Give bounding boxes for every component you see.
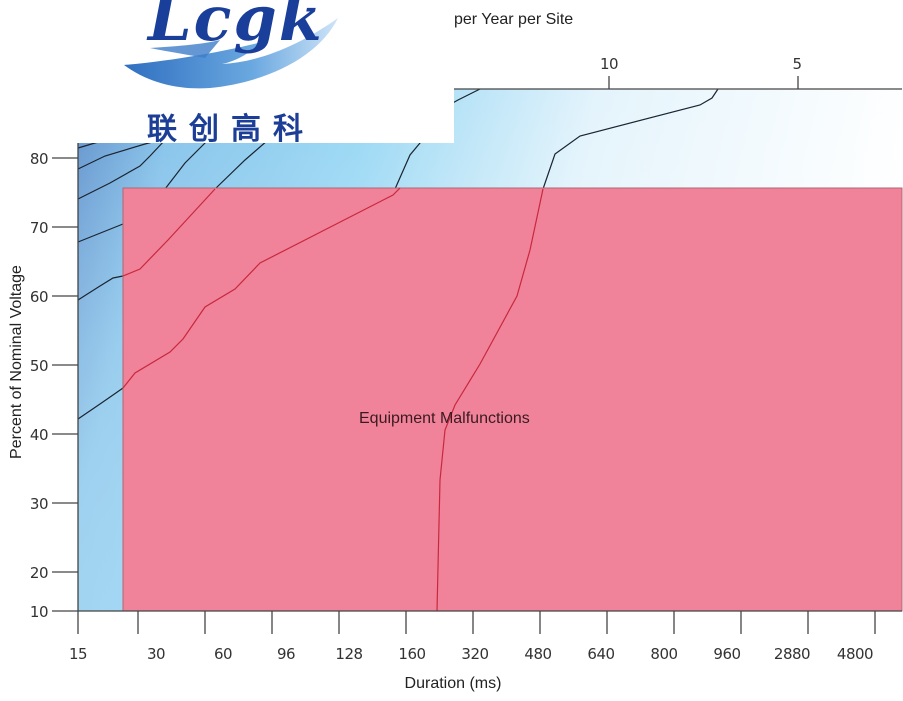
- svg-text:5: 5: [792, 55, 801, 73]
- svg-text:640: 640: [587, 645, 614, 663]
- company-logo: Lcgk 联创高科: [0, 0, 454, 147]
- top-axis-labels: 10 5: [600, 55, 802, 73]
- svg-text:160: 160: [398, 645, 425, 663]
- svg-text:128: 128: [335, 645, 362, 663]
- y-axis-ticks: [52, 157, 78, 573]
- svg-text:10: 10: [30, 603, 48, 621]
- svg-text:15: 15: [69, 645, 87, 663]
- y-axis-title: Percent of Nominal Voltage: [8, 265, 25, 459]
- svg-text:4800: 4800: [837, 645, 873, 663]
- svg-text:50: 50: [30, 357, 48, 375]
- x-axis-ticks: [77, 611, 876, 634]
- x-axis-labels: 15 30 60 96 128 160 320 480 640 800 960 …: [69, 645, 874, 663]
- malfunction-region: [122, 187, 903, 612]
- logo-swoosh-icon: [124, 18, 338, 89]
- logo-chinese-name: 联创高科: [147, 112, 315, 147]
- svg-text:800: 800: [650, 645, 677, 663]
- region-label: Equipment Malfunctions: [359, 410, 530, 427]
- svg-text:30: 30: [30, 495, 48, 513]
- svg-text:30: 30: [147, 645, 165, 663]
- y-axis-labels: 10 20 30 40 50 60 70 80: [30, 150, 49, 621]
- contour-lines: [77, 88, 719, 420]
- svg-text:480: 480: [524, 645, 551, 663]
- svg-text:2880: 2880: [774, 645, 810, 663]
- logo-wordmark: Lcgk: [148, 0, 324, 55]
- contour-lines-in-region: [122, 187, 544, 612]
- svg-text:96: 96: [277, 645, 295, 663]
- svg-text:10: 10: [600, 55, 618, 73]
- chart-title: per Year per Site: [454, 11, 573, 28]
- svg-text:960: 960: [713, 645, 740, 663]
- svg-text:40: 40: [30, 426, 48, 444]
- svg-text:20: 20: [30, 564, 48, 582]
- svg-text:60: 60: [214, 645, 232, 663]
- svg-text:60: 60: [30, 288, 48, 306]
- svg-text:70: 70: [30, 219, 48, 237]
- svg-text:80: 80: [30, 150, 48, 168]
- top-axis-ticks: [608, 76, 799, 89]
- svg-text:320: 320: [461, 645, 488, 663]
- x-axis-title: Duration (ms): [405, 675, 502, 692]
